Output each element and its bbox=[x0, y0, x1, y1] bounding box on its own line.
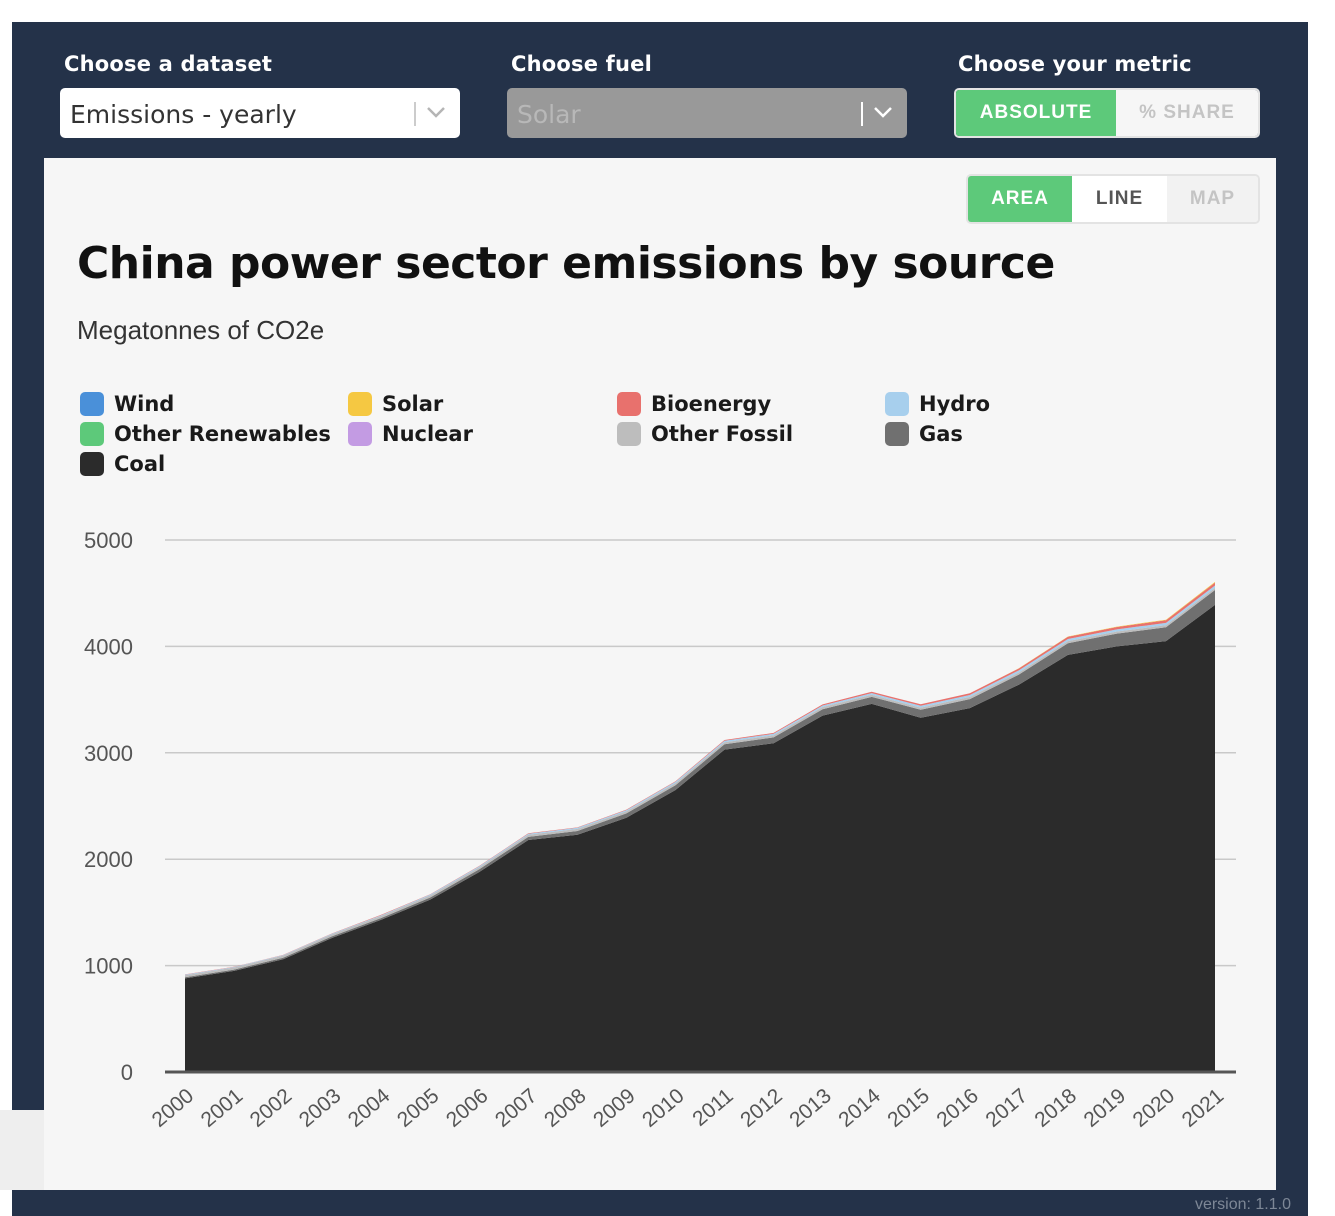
chart-title: China power sector emissions by source bbox=[77, 238, 1055, 289]
legend-swatch bbox=[348, 422, 372, 446]
legend-swatch bbox=[348, 392, 372, 416]
x-tick-label: 2013 bbox=[785, 1084, 836, 1132]
x-tick-label: 2010 bbox=[638, 1084, 689, 1132]
legend-item-bioenergy[interactable]: Bioenergy bbox=[617, 390, 771, 418]
legend-swatch bbox=[80, 392, 104, 416]
y-tick-label: 2000 bbox=[84, 847, 133, 872]
y-tick-label: 0 bbox=[121, 1060, 133, 1085]
view-line-button[interactable]: LINE bbox=[1072, 176, 1167, 222]
select-separator bbox=[414, 102, 416, 126]
x-tick-label: 2001 bbox=[197, 1084, 248, 1132]
dataset-select-value: Emissions - yearly bbox=[70, 100, 297, 129]
x-tick-label: 2014 bbox=[834, 1084, 885, 1132]
view-area-button[interactable]: AREA bbox=[968, 176, 1072, 222]
x-tick-label: 2006 bbox=[442, 1084, 493, 1132]
legend-swatch bbox=[617, 392, 641, 416]
x-tick-label: 2012 bbox=[736, 1084, 787, 1132]
x-tick-label: 2007 bbox=[491, 1084, 542, 1132]
y-tick-label: 4000 bbox=[84, 634, 133, 659]
chart-subtitle: Megatonnes of CO2e bbox=[77, 315, 325, 345]
legend-label: Wind bbox=[114, 392, 175, 416]
x-tick-label: 2018 bbox=[1030, 1084, 1081, 1132]
y-tick-label: 3000 bbox=[84, 741, 133, 766]
area-series-coal bbox=[185, 604, 1215, 1072]
side-tab[interactable] bbox=[0, 1110, 44, 1190]
legend-label: Other Renewables bbox=[114, 422, 331, 446]
legend-swatch bbox=[80, 452, 104, 476]
x-tick-label: 2015 bbox=[883, 1084, 934, 1132]
legend-label: Solar bbox=[382, 392, 444, 416]
legend-label: Gas bbox=[919, 422, 963, 446]
legend-item-nuclear[interactable]: Nuclear bbox=[348, 420, 473, 448]
legend-label: Coal bbox=[114, 452, 166, 476]
x-tick-label: 2005 bbox=[393, 1084, 444, 1132]
x-tick-label: 2020 bbox=[1129, 1084, 1180, 1132]
legend-swatch bbox=[80, 422, 104, 446]
legend-item-solar[interactable]: Solar bbox=[348, 390, 443, 418]
x-tick-label: 2000 bbox=[148, 1084, 199, 1132]
chevron-down-icon bbox=[427, 107, 445, 118]
x-tick-label: 2019 bbox=[1080, 1084, 1131, 1132]
legend-swatch bbox=[885, 392, 909, 416]
metric-share-button[interactable]: % SHARE bbox=[1116, 90, 1258, 136]
legend-item-hydro[interactable]: Hydro bbox=[885, 390, 990, 418]
fuel-label: Choose fuel bbox=[511, 52, 652, 76]
x-tick-label: 2011 bbox=[688, 1084, 737, 1131]
x-tick-label: 2021 bbox=[1178, 1084, 1229, 1132]
legend-label: Other Fossil bbox=[651, 422, 794, 446]
x-tick-label: 2016 bbox=[932, 1084, 983, 1132]
view-toggle: AREA LINE MAP bbox=[966, 174, 1260, 224]
metric-toggle: ABSOLUTE % SHARE bbox=[954, 88, 1260, 138]
y-tick-label: 1000 bbox=[84, 954, 133, 979]
x-tick-label: 2017 bbox=[981, 1084, 1032, 1132]
legend-swatch bbox=[885, 422, 909, 446]
x-tick-label: 2003 bbox=[295, 1084, 346, 1132]
version-text: version: 1.1.0 bbox=[1194, 1196, 1291, 1213]
legend-item-coal[interactable]: Coal bbox=[80, 450, 165, 478]
metric-absolute-button[interactable]: ABSOLUTE bbox=[956, 90, 1116, 136]
legend-label: Bioenergy bbox=[651, 392, 772, 416]
legend-item-gas[interactable]: Gas bbox=[885, 420, 963, 448]
dataset-select[interactable]: Emissions - yearly bbox=[60, 88, 460, 138]
metric-label: Choose your metric bbox=[958, 52, 1192, 76]
x-tick-label: 2009 bbox=[589, 1084, 640, 1132]
legend-label: Nuclear bbox=[382, 422, 473, 446]
y-tick-label: 5000 bbox=[84, 528, 133, 553]
x-tick-label: 2004 bbox=[344, 1084, 395, 1132]
legend-label: Hydro bbox=[919, 392, 991, 416]
legend-swatch bbox=[617, 422, 641, 446]
fuel-select[interactable]: Solar bbox=[507, 88, 907, 138]
legend-item-other-fossil[interactable]: Other Fossil bbox=[617, 420, 793, 448]
select-separator bbox=[861, 102, 863, 126]
x-tick-label: 2002 bbox=[246, 1084, 297, 1132]
chevron-down-icon bbox=[874, 107, 892, 118]
x-tick-label: 2008 bbox=[540, 1084, 591, 1132]
view-map-button[interactable]: MAP bbox=[1167, 176, 1258, 222]
legend-item-other-renewables[interactable]: Other Renewables bbox=[80, 420, 331, 448]
legend-item-wind[interactable]: Wind bbox=[80, 390, 174, 418]
fuel-select-value: Solar bbox=[517, 100, 581, 129]
dataset-label: Choose a dataset bbox=[64, 52, 273, 76]
